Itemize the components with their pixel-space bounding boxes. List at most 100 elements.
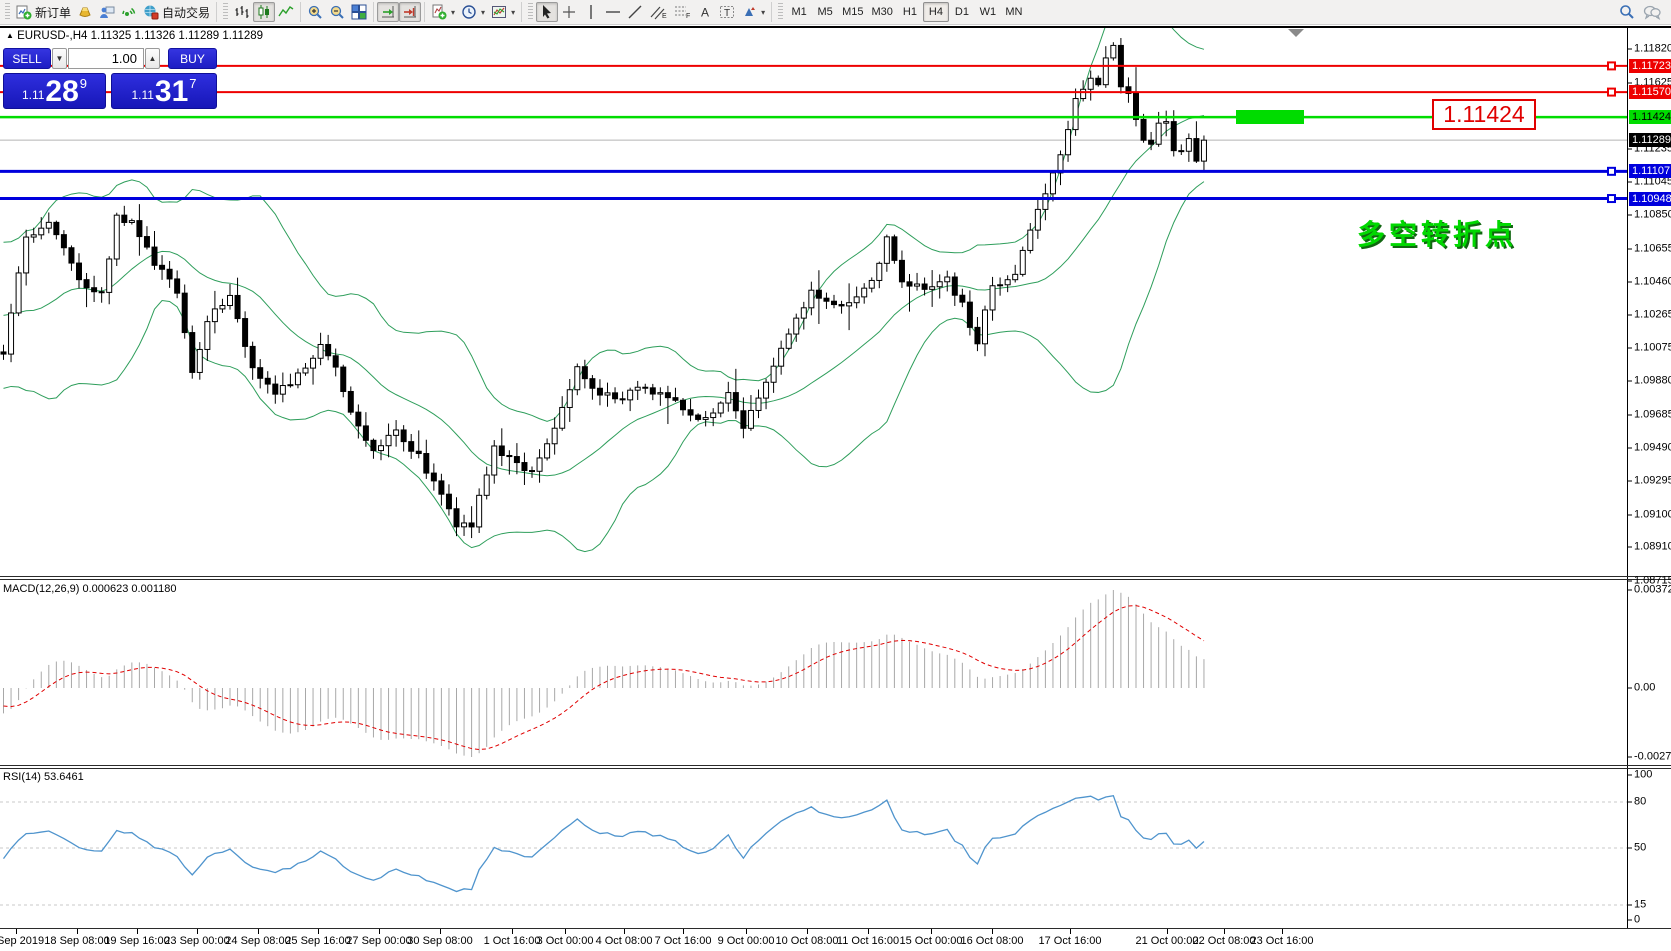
time-tick-mark: [440, 929, 441, 934]
sell-price-display[interactable]: 1.11 28 9: [3, 73, 106, 109]
bar-chart-mode-button[interactable]: [231, 2, 253, 22]
time-tick-mark: [1167, 929, 1168, 934]
templates-button[interactable]: ▾: [488, 2, 518, 22]
new-order-icon: [16, 5, 32, 20]
market-button[interactable]: [74, 2, 96, 22]
rsi-tick-label: 0: [1634, 913, 1641, 926]
periods-button[interactable]: ▾: [458, 2, 488, 22]
buy-price-display[interactable]: 1.11 31 7: [111, 73, 217, 109]
toolbar-grip[interactable]: [778, 3, 784, 21]
chart-shift-button[interactable]: [399, 2, 422, 22]
candlestick-mode-button[interactable]: [253, 2, 276, 22]
macd-label: MACD(12,26,9) 0.000623 0.001180: [3, 583, 177, 595]
tile-windows-icon: [351, 4, 367, 20]
volume-input[interactable]: [68, 48, 144, 69]
templates-dropdown-caret[interactable]: ▾: [511, 7, 516, 17]
price-level-label: 1.11424: [1629, 110, 1671, 125]
indicators-button[interactable]: ▾: [428, 2, 458, 22]
arrows-dropdown-caret[interactable]: ▾: [761, 7, 766, 17]
price-annotation-box[interactable]: 1.11424: [1432, 99, 1536, 130]
periods-dropdown-caret[interactable]: ▾: [481, 7, 486, 17]
chart-shift-marker[interactable]: [1288, 29, 1304, 37]
time-tick-mark: [931, 929, 932, 934]
timeframe-button-h4[interactable]: H4: [922, 2, 949, 22]
buy-price-small: 1.11: [131, 88, 154, 102]
price-tick-label: 1.10265: [1634, 308, 1671, 321]
horizontal-line-tool-button[interactable]: [602, 2, 624, 22]
indicators-dropdown-caret[interactable]: ▾: [451, 7, 456, 17]
timeframe-button-m30[interactable]: M30: [871, 6, 893, 18]
cursor-tool-button[interactable]: [536, 2, 559, 22]
timeframe-button-h1[interactable]: H1: [902, 6, 917, 18]
zoom-in-button[interactable]: [304, 2, 326, 22]
macd-rsi-separator[interactable]: [0, 768, 1671, 769]
buy-button[interactable]: BUY: [168, 48, 217, 69]
time-label: 25 Sep 16:00: [285, 935, 351, 947]
rsi-tick-label: 80: [1634, 795, 1647, 808]
crosshair-tool-button[interactable]: [558, 2, 580, 22]
time-tick-mark: [1070, 929, 1071, 934]
vertical-line-tool-button[interactable]: [580, 2, 602, 22]
chinese-annotation-text[interactable]: 多空转折点: [1357, 219, 1518, 250]
price-tick-label: 1.10075: [1634, 341, 1671, 354]
chat-icon[interactable]: [1643, 4, 1661, 20]
price-tick-label: 1.11625: [1634, 76, 1671, 89]
line-chart-mode-button[interactable]: [275, 2, 297, 22]
arrows-tool-button[interactable]: ▾: [738, 2, 768, 22]
macd-rsi-separator[interactable]: [0, 765, 1671, 766]
timeframe-button-w1[interactable]: W1: [979, 6, 997, 18]
timeframe-button-mn[interactable]: MN: [1005, 6, 1023, 18]
zoom-out-button[interactable]: [326, 2, 348, 22]
channel-tool-button[interactable]: E: [646, 2, 670, 22]
candlestick-icon: [258, 5, 270, 19]
zoom-in-icon: [308, 5, 322, 19]
macd-tick-mark: [1627, 589, 1632, 591]
price-tick-label: 1.09295: [1634, 474, 1671, 487]
timeframe-button-m1[interactable]: M1: [791, 6, 807, 18]
auto-trading-button[interactable]: 自动交易: [140, 2, 213, 22]
tile-windows-button[interactable]: [348, 2, 370, 22]
time-label: 10 Oct 08:00: [775, 935, 839, 947]
text-tool-icon: A: [701, 6, 709, 20]
fibonacci-tool-button[interactable]: F: [670, 2, 694, 22]
rsi-tick-mark: [1627, 904, 1632, 906]
price-level-label: 1.11107: [1629, 164, 1671, 179]
line-chart-icon: [278, 6, 294, 17]
time-tick-mark: [258, 929, 259, 934]
timeframe-button-m5[interactable]: M5: [817, 6, 833, 18]
time-label: 22 Oct 08:00: [1192, 935, 1256, 947]
rsi-label: RSI(14) 53.6461: [3, 771, 84, 783]
timeframe-button-m15[interactable]: M15: [842, 6, 864, 18]
text-tool-button[interactable]: A: [694, 2, 716, 22]
macd-tick-mark: [1627, 756, 1632, 758]
virtual-hosting-button[interactable]: [96, 2, 118, 22]
price-chart-canvas[interactable]: [0, 25, 1671, 951]
price-tick-mark: [1627, 514, 1632, 516]
trendline-tool-button[interactable]: [624, 2, 646, 22]
time-label: 7 Oct 16:00: [654, 935, 712, 947]
depth-of-market-button[interactable]: [118, 2, 140, 22]
time-tick-mark: [379, 929, 380, 934]
collapse-arrow-icon[interactable]: ▲: [6, 31, 14, 40]
auto-scroll-button[interactable]: [377, 2, 400, 22]
svg-text:T: T: [724, 8, 730, 19]
time-tick-mark: [746, 929, 747, 934]
search-icon[interactable]: [1619, 4, 1635, 20]
toolbar-grip[interactable]: [223, 3, 229, 21]
time-label: 16 Oct 08:00: [960, 935, 1024, 947]
rsi-tick-mark: [1627, 919, 1632, 921]
main-macd-separator[interactable]: [0, 576, 1671, 577]
sell-button[interactable]: SELL: [3, 48, 51, 69]
main-macd-separator[interactable]: [0, 579, 1671, 580]
new-order-button[interactable]: 新订单: [13, 2, 74, 22]
price-tick-label: 1.11820: [1634, 42, 1671, 55]
text-label-tool-button[interactable]: T: [716, 2, 738, 22]
time-label: 15 Oct 00:00: [899, 935, 963, 947]
volume-increase-button[interactable]: ▲: [145, 48, 160, 69]
rsi-tick-mark: [1627, 774, 1632, 776]
toolbar-grip[interactable]: [5, 3, 10, 21]
timeframe-button-d1[interactable]: D1: [954, 6, 969, 18]
volume-decrease-button[interactable]: ▼: [52, 48, 67, 69]
time-tick-mark: [683, 929, 684, 934]
toolbar-grip[interactable]: [528, 3, 534, 21]
